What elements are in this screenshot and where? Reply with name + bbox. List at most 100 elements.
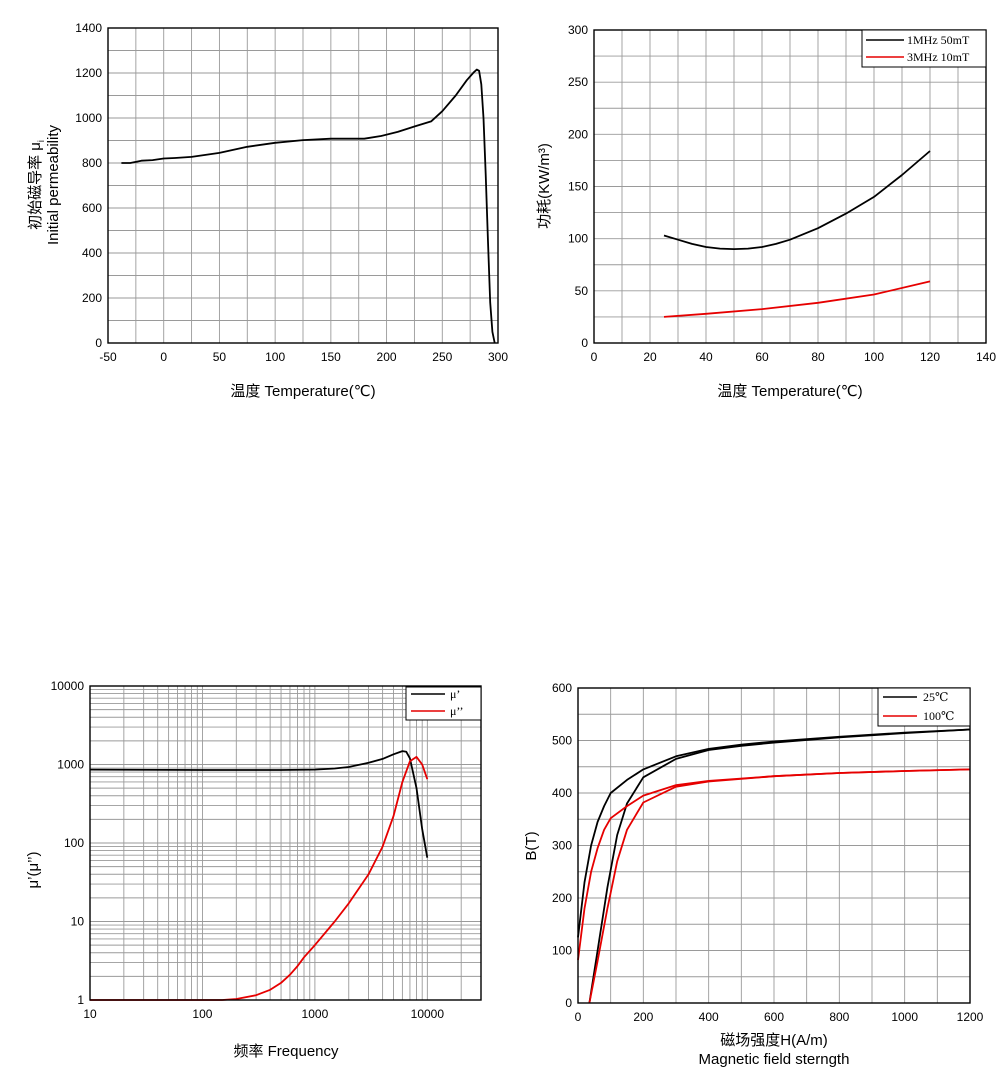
chart-permeability-vs-temperature: -50 0 50 100 150 200 250 3000200400600800100012… xyxy=(27,21,508,400)
y-tick-label: 1200 xyxy=(75,66,102,80)
chart3-plot-frame xyxy=(89,685,482,1001)
x-tick-label: 50 xyxy=(213,350,227,364)
x-tick-label: 0 xyxy=(591,350,598,364)
y-tick-label: 0 xyxy=(581,336,588,350)
y-tick-label: 1000 xyxy=(57,758,84,772)
x-tick-label: 140 xyxy=(976,350,996,364)
x-tick-label: 200 xyxy=(633,1010,653,1024)
y-tick-label: 1000 xyxy=(75,111,102,125)
y-tick-label: 500 xyxy=(552,734,572,748)
x-tick-label: 800 xyxy=(829,1010,849,1024)
chart2-tick-labels: 0 20 40 60 80 100 120 140 0 50 100 150 200 250 300 xyxy=(568,23,996,364)
x-tick-label: 80 xyxy=(811,350,825,364)
y-tick-label: 300 xyxy=(552,839,572,853)
series-25--line-lower xyxy=(588,728,971,1004)
y-tick-label: 600 xyxy=(552,681,572,695)
x-tick-label: 100 xyxy=(265,350,285,364)
series---line xyxy=(89,750,429,858)
chart4-plot-frame xyxy=(577,687,971,1004)
chart3-ylabel: μ’(μ’’) xyxy=(25,851,42,888)
x-tick-label: 120 xyxy=(920,350,940,364)
y-tick-label: 100 xyxy=(552,944,572,958)
x-tick-label: 1000 xyxy=(302,1007,329,1021)
chart2-plot-frame xyxy=(593,29,987,344)
legend-label-3mhz: 3MHz 10mT xyxy=(907,50,970,64)
x-tick-label: 40 xyxy=(699,350,713,364)
chart-power-loss-vs-temperature: 0 20 40 60 80 100 120 140 0 50 100 150 200 250 300 温度 … xyxy=(536,23,996,400)
y-tick-label: 50 xyxy=(575,284,589,298)
y-tick-label: 0 xyxy=(95,336,102,350)
series---line xyxy=(90,756,429,1001)
series-100--line-lower xyxy=(588,768,971,1004)
x-tick-label: 1200 xyxy=(957,1010,984,1024)
chart2-xlabel: 温度 Temperature(℃) xyxy=(717,383,862,400)
y-tick-label: 10000 xyxy=(51,679,85,693)
chart2-series xyxy=(663,150,931,318)
chart3-series xyxy=(89,750,429,1001)
x-tick-label: 60 xyxy=(755,350,769,364)
chart1-ylabel-line1: 初始磁导率 μi xyxy=(27,140,46,230)
chart1-series xyxy=(121,68,496,344)
x-tick-label: 600 xyxy=(764,1010,784,1024)
legend-label-1mhz: 1MHz 50mT xyxy=(907,33,970,47)
y-tick-label: 1400 xyxy=(75,21,102,35)
y-tick-label: 100 xyxy=(64,836,84,850)
y-tick-label: 10 xyxy=(71,915,85,929)
chart1-grid xyxy=(108,28,498,343)
chart4-grid xyxy=(578,688,970,1003)
y-tick-label: 1 xyxy=(77,993,84,1007)
series-1mhz-50mt-line xyxy=(663,150,931,251)
x-tick-label: 0 xyxy=(575,1010,582,1024)
chart4-series xyxy=(577,728,971,1004)
legend-label-mu-imag: μ’’ xyxy=(450,704,464,718)
x-tick-label: 100 xyxy=(864,350,884,364)
x-tick-label: 20 xyxy=(643,350,657,364)
chart4-tick-labels: 0 200 400 600 800 1000 1200 0 100 200 300 400 500 600 xyxy=(552,681,984,1024)
y-tick-label: 200 xyxy=(568,127,588,141)
chart4-xlabel-line1: 磁场强度H(A/m) xyxy=(720,1032,828,1049)
y-tick-label: 800 xyxy=(82,156,102,170)
series-3mhz-10mt-line xyxy=(663,280,931,318)
chart4-xlabel-line2: Magnetic field sterngth xyxy=(699,1051,850,1068)
x-tick-label: 250 xyxy=(432,350,452,364)
y-tick-label: 200 xyxy=(82,291,102,305)
y-tick-label: 400 xyxy=(82,246,102,260)
chart1-xlabel: 温度 Temperature(℃) xyxy=(230,383,375,400)
y-tick-label: 300 xyxy=(568,23,588,37)
chart2-ylabel: 功耗(KW/m³) xyxy=(536,143,553,229)
x-tick-label: 200 xyxy=(377,350,397,364)
chart2-grid xyxy=(594,30,986,343)
x-tick-label: 10 xyxy=(83,1007,97,1021)
x-tick-label: -50 xyxy=(99,350,117,364)
x-tick-label: 100 xyxy=(192,1007,212,1021)
y-tick-label: 250 xyxy=(568,75,588,89)
chart4-ylabel: B(T) xyxy=(523,831,540,860)
chart3-xlabel: 频率 Frequency xyxy=(233,1043,339,1060)
x-tick-label: 0 xyxy=(160,350,167,364)
y-tick-label: 400 xyxy=(552,786,572,800)
y-tick-label: 100 xyxy=(568,232,588,246)
series--i-line xyxy=(121,68,496,344)
y-tick-label: 150 xyxy=(568,180,588,194)
chart3-legend: μ’ μ’’ xyxy=(405,686,482,721)
y-tick-label: 600 xyxy=(82,201,102,215)
legend-label-25c: 25℃ xyxy=(923,690,948,704)
x-tick-label: 150 xyxy=(321,350,341,364)
x-tick-label: 400 xyxy=(699,1010,719,1024)
y-tick-label: 0 xyxy=(565,996,572,1010)
chart1-ylabel-line2: Initial permeability xyxy=(45,124,62,245)
chart2-legend: 1MHz 50mT 3MHz 10mT xyxy=(861,29,987,68)
chart3-grid xyxy=(90,686,481,1000)
legend-label-mu-real: μ’ xyxy=(450,687,460,701)
legend-label-100c: 100℃ xyxy=(923,709,954,723)
x-tick-label: 10000 xyxy=(411,1007,445,1021)
y-tick-label: 200 xyxy=(552,891,572,905)
chart1-tick-labels: -50 0 50 100 150 200 250 3000200400600800100012… xyxy=(75,21,508,364)
x-tick-label: 300 xyxy=(488,350,508,364)
chart4-legend: 25℃ 100℃ xyxy=(877,687,971,727)
x-tick-label: 1000 xyxy=(891,1010,918,1024)
chart-bh-curve: 0 200 400 600 800 1000 1200 0 100 200 300 400 500 600… xyxy=(523,681,984,1068)
